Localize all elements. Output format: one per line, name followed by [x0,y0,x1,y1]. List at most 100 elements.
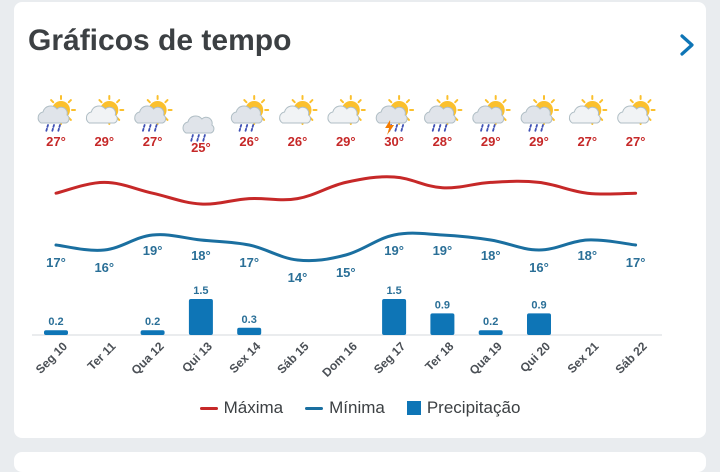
sun-cloud-rain-icon [230,95,270,133]
max-temp-label: 27° [46,134,66,149]
sun-ray [67,99,72,104]
rain-drop [201,134,206,143]
precip-value-label: 1.5 [193,285,208,297]
sun-cloud-rain-icon [424,95,463,133]
sun-ray [581,99,586,104]
rain-drop [238,124,243,133]
precip-value-label: 0.9 [435,299,450,311]
sun-ray [116,99,121,104]
weather-chart: 27° 29° 27° 25° 26° 26° 29° 30° 28° 29° 29° 27° 27° 1… [32,95,662,380]
min-temp-label: 16° [529,260,549,275]
rain-drop [437,124,442,133]
chart-legend: Máxima Mínima Precipitação [0,398,720,418]
cloud-shape [375,105,408,124]
sun-ray [533,99,538,104]
min-temp-label: 17° [46,255,66,270]
sun-ray [260,99,266,104]
max-temp-label: 29° [94,134,114,149]
rain-drop [540,124,544,133]
lightning-bolt [385,120,395,135]
precip-value-label: 0.2 [483,316,498,328]
precip-bar [478,330,503,335]
x-tick-label: Qui 20 [517,339,553,375]
sun-ray [146,99,151,104]
chevron-right-icon[interactable] [674,32,700,58]
max-temp-label: 26° [239,134,259,149]
sun-ray [405,99,410,104]
sun-cloud-icon [568,95,608,125]
max-temp-label: 26° [288,134,308,149]
cloud-shape [568,105,601,124]
sun-ray [339,99,345,104]
x-tick-label: Qui 13 [179,339,215,375]
min-temp-label: 16° [94,260,114,275]
max-temp-label: 27° [626,134,646,149]
sun-ray [436,99,441,104]
cloud-shape [279,105,311,124]
sun-ray [599,99,604,104]
sun-ray [629,99,634,104]
precip-bar [188,299,213,335]
max-temp-label: 30° [384,134,404,149]
rain-drop [244,124,249,133]
x-tick-label: Sex 21 [565,339,602,376]
sun-ray [291,99,296,104]
legend-precip-swatch [406,401,421,415]
sun-cloud-rain-icon [520,95,559,133]
rain-drop [45,124,49,133]
rain-drop [153,124,158,133]
min-temp-line [54,231,638,263]
cloud-shape [230,105,263,124]
x-tick-label: Seg 10 [33,339,70,376]
max-temp-label: 29° [529,134,549,149]
cloud-shape [327,105,360,124]
precip-bar [237,327,262,335]
x-tick-label: Qua 19 [467,339,505,377]
min-temp-label: 18° [481,248,501,263]
legend-precip: Precipitação [406,398,520,418]
rain-drop [534,124,538,133]
min-temp-label: 18° [577,248,597,263]
max-temp-line [54,175,638,206]
precip-bar [430,313,455,335]
x-tick-label: Ter 11 [85,339,119,373]
precip-value-label: 0.2 [48,316,63,328]
rain-drop [443,124,448,133]
precip-value-label: 0.9 [531,299,546,311]
rain-drop [147,124,152,133]
sun-ray [454,99,459,104]
legend-min-swatch [305,406,324,410]
min-temp-label: 19° [433,243,453,258]
sun-cloud-icon [327,95,366,125]
rain-drop [51,124,55,133]
min-temp-label: 18° [191,248,211,263]
precip-bar [44,330,68,335]
x-tick-label: Dom 16 [319,339,360,380]
x-tick-label: Sex 14 [227,339,264,376]
sun-cloud-storm-icon [375,95,415,135]
cloud-rain-icon [182,115,215,143]
x-tick-label: Qua 12 [129,339,167,377]
min-temp-label: 15° [336,265,356,280]
cloud-shape [37,105,70,124]
min-temp-label: 19° [143,243,163,258]
precip-value-label: 1.5 [386,285,401,297]
max-temp-label: 29° [336,134,356,149]
precip-value-label: 0.3 [242,314,257,326]
sun-cloud-rain-icon [472,95,511,133]
legend-min-label: Mínima [329,398,385,417]
cloud-shape [134,105,167,124]
sun-ray [550,99,555,104]
sun-cloud-icon [85,95,125,125]
rain-drop [485,124,490,133]
legend-max-swatch [199,406,218,410]
rain-drop [57,124,61,133]
cloud-shape [472,105,505,124]
sun-ray [502,99,507,104]
max-temp-label: 27° [577,134,597,149]
x-tick-label: Sáb 22 [612,339,649,376]
cloud-shape [85,105,118,124]
min-temp-label: 17° [626,255,646,270]
sun-ray [357,99,362,104]
min-temp-label: 17° [239,255,259,270]
